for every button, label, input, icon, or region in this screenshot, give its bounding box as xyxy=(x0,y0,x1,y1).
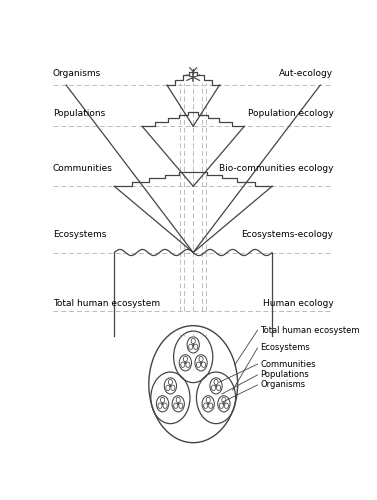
Text: Total human ecosystem: Total human ecosystem xyxy=(53,299,160,308)
Text: Human ecology: Human ecology xyxy=(263,299,333,308)
Text: Communities: Communities xyxy=(261,360,316,368)
Circle shape xyxy=(200,362,202,364)
Circle shape xyxy=(215,384,217,387)
Text: Total human ecosystem: Total human ecosystem xyxy=(261,326,360,335)
Text: Populations: Populations xyxy=(261,370,309,380)
Text: Organisms: Organisms xyxy=(53,70,101,78)
Text: Ecosystems: Ecosystems xyxy=(53,230,106,238)
Text: Organisms: Organisms xyxy=(261,380,305,390)
Text: Communities: Communities xyxy=(53,164,113,173)
Circle shape xyxy=(170,384,171,387)
Text: Ecosystems-ecology: Ecosystems-ecology xyxy=(241,230,333,238)
Text: Bio-communities ecology: Bio-communities ecology xyxy=(219,164,333,173)
Circle shape xyxy=(207,402,209,405)
Text: Ecosystems: Ecosystems xyxy=(261,344,310,352)
Text: Population ecology: Population ecology xyxy=(248,108,333,118)
Circle shape xyxy=(177,402,179,405)
Circle shape xyxy=(223,402,225,405)
Circle shape xyxy=(162,402,163,405)
Text: Populations: Populations xyxy=(53,108,105,118)
Circle shape xyxy=(192,344,194,346)
Text: Aut-ecology: Aut-ecology xyxy=(279,70,333,78)
Circle shape xyxy=(184,362,186,364)
